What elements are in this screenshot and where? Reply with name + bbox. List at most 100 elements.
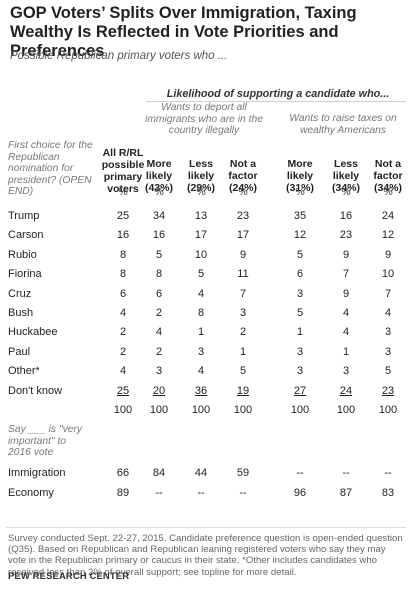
table-cell: 25 bbox=[116, 210, 130, 222]
row-label: Bush bbox=[8, 307, 34, 319]
table-cell: 100 bbox=[149, 404, 169, 416]
table-cell: 7 bbox=[239, 287, 247, 300]
table-cell: 87 bbox=[339, 487, 353, 499]
table-cell: 1 bbox=[342, 345, 350, 358]
table-cell: 19 bbox=[236, 384, 250, 397]
table-cell: 3 bbox=[384, 326, 392, 339]
table-cell: 3 bbox=[384, 345, 392, 358]
table-cell: 5 bbox=[384, 365, 392, 378]
percent-unit: % bbox=[118, 186, 128, 198]
table-cell: 4 bbox=[197, 287, 205, 300]
row-label: Don't know bbox=[8, 384, 63, 397]
table-cell: 59 bbox=[236, 467, 250, 479]
column-header: Not a factor (24%) bbox=[228, 158, 258, 194]
table-cell: 8 bbox=[155, 268, 163, 281]
column-header: Less likely (29%) bbox=[186, 158, 215, 194]
table-cell: 27 bbox=[293, 384, 307, 397]
table-cell: 2 bbox=[119, 345, 127, 358]
table-cell: 2 bbox=[155, 345, 163, 358]
table-cell: 3 bbox=[197, 345, 205, 358]
table-cell: -- bbox=[155, 487, 163, 499]
table-cell: 4 bbox=[384, 307, 392, 319]
table-cell: 5 bbox=[155, 248, 163, 261]
table-cell: 66 bbox=[116, 467, 130, 479]
row-label: Paul bbox=[8, 345, 31, 358]
table-cell: 10 bbox=[194, 248, 208, 261]
table-cell: 83 bbox=[381, 487, 395, 499]
table-cell: 3 bbox=[296, 287, 304, 300]
table-cell: -- bbox=[239, 487, 247, 499]
table-cell: 6 bbox=[119, 287, 127, 300]
table-cell: 6 bbox=[296, 268, 304, 281]
table-cell: 23 bbox=[236, 210, 250, 222]
table-cell: 12 bbox=[293, 229, 307, 242]
table-cell: 4 bbox=[342, 326, 350, 339]
table-cell: 1 bbox=[239, 345, 247, 358]
table-cell: 4 bbox=[155, 326, 163, 339]
percent-unit: % bbox=[238, 186, 248, 198]
table-cell: -- bbox=[342, 467, 350, 479]
percent-unit: % bbox=[383, 186, 393, 198]
table-cell: 24 bbox=[339, 384, 353, 397]
table-cell: 100 bbox=[378, 404, 398, 416]
row-label: Immigration bbox=[8, 467, 66, 479]
table-cell: 5 bbox=[296, 307, 304, 319]
table-cell: 35 bbox=[293, 210, 307, 222]
table-cell: 100 bbox=[233, 404, 253, 416]
table-cell: 4 bbox=[119, 307, 127, 319]
table-cell: 2 bbox=[239, 326, 247, 339]
table-cell: 3 bbox=[296, 365, 304, 378]
table-cell: 23 bbox=[339, 229, 353, 242]
table-cell: 8 bbox=[119, 268, 127, 281]
table-cell: 9 bbox=[239, 248, 247, 261]
table-cell: 1 bbox=[296, 326, 304, 339]
table-cell: 25 bbox=[116, 384, 130, 397]
chart-subtitle: Possible Republican primary voters who .… bbox=[10, 50, 228, 62]
table-cell: 17 bbox=[194, 229, 208, 242]
table-cell: 3 bbox=[239, 307, 247, 319]
table-cell: 2 bbox=[119, 326, 127, 339]
table-cell: 12 bbox=[381, 229, 395, 242]
table-cell: 100 bbox=[113, 404, 133, 416]
row-label: Other* bbox=[8, 365, 40, 378]
table-cell: 96 bbox=[293, 487, 307, 499]
table-cell: 1 bbox=[197, 326, 205, 339]
table-cell: 2 bbox=[155, 307, 163, 319]
row-label: Fiorina bbox=[8, 268, 42, 281]
super-header-rule bbox=[146, 101, 406, 102]
table-cell: 100 bbox=[336, 404, 356, 416]
table-cell: -- bbox=[197, 487, 205, 499]
table-cell: 44 bbox=[194, 467, 208, 479]
row-label: Rubio bbox=[8, 248, 37, 261]
table-cell: 24 bbox=[381, 210, 395, 222]
table-cell: 5 bbox=[296, 248, 304, 261]
table-cell: 16 bbox=[339, 210, 353, 222]
table-cell: 11 bbox=[237, 268, 249, 281]
table-cell: 4 bbox=[119, 365, 127, 378]
table-cell: 7 bbox=[342, 268, 350, 281]
percent-unit: % bbox=[295, 186, 305, 198]
table-cell: 7 bbox=[384, 287, 392, 300]
row-label: Carson bbox=[8, 229, 44, 242]
table-cell: 89 bbox=[116, 487, 130, 499]
table-cell: 8 bbox=[119, 248, 127, 261]
percent-unit: % bbox=[196, 186, 206, 198]
table-cell: 36 bbox=[194, 384, 208, 397]
column-header: All R/RL possible primary voters bbox=[101, 147, 145, 195]
column-header: Not a factor (34%) bbox=[373, 158, 403, 194]
row-header: First choice for the Republican nominati… bbox=[8, 140, 93, 197]
table-cell: 20 bbox=[152, 384, 166, 397]
table-cell: 34 bbox=[152, 210, 166, 222]
table-cell: 3 bbox=[296, 345, 304, 358]
table-cell: 84 bbox=[152, 467, 166, 479]
table-cell: 8 bbox=[197, 307, 205, 319]
table-cell: 16 bbox=[152, 229, 166, 242]
row-label: Huckabee bbox=[8, 326, 58, 339]
footnote: Survey conducted Sept. 22-27, 2015. Cand… bbox=[8, 533, 403, 578]
row-label: Economy bbox=[8, 487, 54, 499]
table-cell: 6 bbox=[155, 287, 163, 300]
chart-title: GOP Voters’ Splits Over Immigration, Tax… bbox=[10, 4, 357, 60]
column-header: Less likely (34%) bbox=[331, 158, 360, 194]
super-header: Likelihood of supporting a candidate who… bbox=[166, 88, 390, 100]
table-cell: 3 bbox=[155, 365, 163, 378]
